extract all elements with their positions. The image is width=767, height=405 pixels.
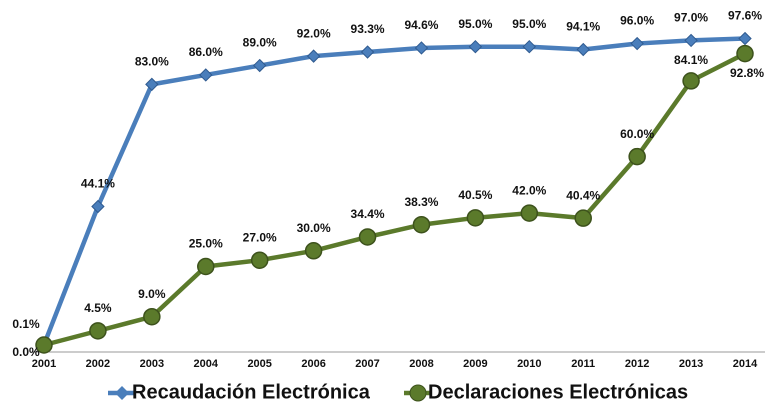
marker [197, 257, 215, 276]
data-label: 95.0% [512, 17, 546, 31]
x-tick-label: 2010 [517, 358, 541, 370]
data-label: 92.0% [297, 26, 331, 40]
marker [522, 39, 537, 54]
marker [143, 307, 161, 326]
x-tick-label: 2006 [301, 358, 325, 370]
line [41, 36, 746, 346]
data-label: 96.0% [620, 14, 654, 28]
legend-marker [115, 386, 129, 400]
marker [145, 77, 159, 92]
data-label: 0.1% [12, 317, 40, 331]
marker [738, 31, 752, 46]
marker [199, 68, 213, 82]
data-label: 42.0% [512, 183, 546, 197]
x-tick-label: 2009 [463, 358, 487, 370]
x-tick-label: 2001 [32, 358, 56, 370]
marker [252, 58, 267, 73]
data-label: 9.0% [138, 287, 166, 301]
data-label: 89.0% [243, 36, 277, 50]
data-label: 0.0% [12, 345, 40, 359]
x-tick-label: 2008 [409, 358, 433, 370]
legend-label: Recaudación Electrónica [132, 381, 371, 403]
marker [412, 215, 431, 234]
marker [574, 209, 592, 227]
data-label: 95.0% [458, 17, 492, 31]
marker [736, 44, 754, 63]
data-label: 44.1% [81, 177, 115, 191]
marker [466, 209, 485, 227]
x-tick-label: 2013 [679, 358, 703, 370]
data-label: 94.6% [404, 18, 438, 32]
marker [358, 228, 377, 246]
x-tick-label: 2012 [625, 358, 649, 370]
legend-label: Declaraciones Electrónicas [428, 381, 688, 403]
data-label: 92.8% [730, 66, 764, 80]
data-label: 97.0% [674, 11, 708, 25]
data-label: 40.5% [458, 188, 492, 202]
data-label: 4.5% [84, 301, 112, 315]
marker [304, 242, 323, 260]
data-label: 86.0% [189, 45, 223, 59]
data-label: 83.0% [135, 55, 169, 69]
marker [630, 36, 644, 51]
legend-marker [409, 384, 427, 402]
data-label: 84.1% [674, 53, 708, 67]
marker [628, 147, 646, 166]
marker [89, 322, 107, 340]
x-tick-label: 2005 [247, 358, 271, 370]
legend-item: Recaudación Electrónica [108, 381, 371, 403]
marker [91, 199, 105, 214]
marker [360, 45, 375, 59]
marker [576, 42, 590, 57]
marker [682, 72, 700, 90]
x-tick-label: 2007 [355, 358, 379, 370]
data-label: 27.0% [243, 230, 277, 244]
line [43, 51, 747, 348]
marker [468, 39, 483, 54]
data-label: 40.4% [566, 188, 600, 202]
data-label: 94.1% [566, 20, 600, 34]
x-tick-label: 2003 [140, 358, 164, 370]
marker [35, 336, 53, 354]
data-label: 60.0% [620, 127, 654, 141]
data-label: 34.4% [351, 207, 385, 221]
x-tick-label: 2014 [733, 358, 758, 370]
marker [520, 204, 539, 222]
data-label: 38.3% [404, 195, 438, 209]
legend-item: Declaraciones Electrónicas [404, 381, 688, 403]
marker [684, 33, 698, 48]
data-label: 93.3% [351, 22, 385, 36]
x-tick-label: 2011 [571, 358, 595, 370]
marker [306, 49, 321, 63]
x-tick-label: 2002 [86, 358, 110, 370]
data-label: 25.0% [189, 237, 223, 251]
x-tick-label: 2004 [194, 358, 219, 370]
marker [250, 251, 269, 269]
data-label: 97.6% [728, 9, 762, 23]
data-label: 30.0% [297, 221, 331, 235]
marker [414, 41, 429, 55]
